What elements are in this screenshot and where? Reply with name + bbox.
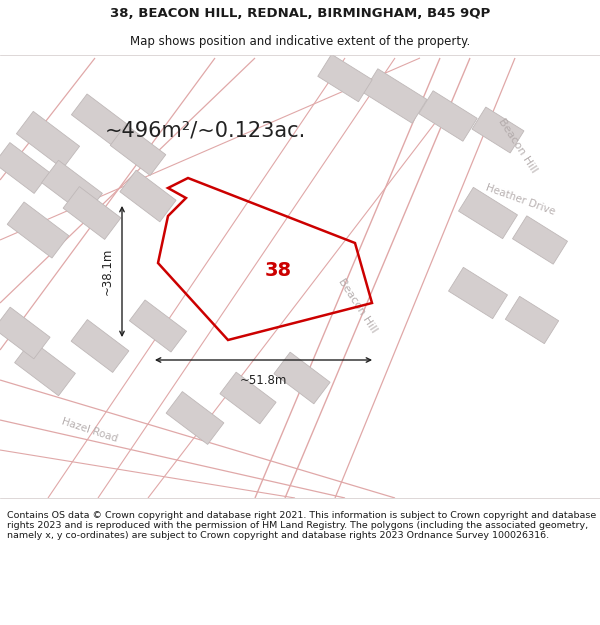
Polygon shape [110,124,166,176]
Polygon shape [472,107,524,153]
Polygon shape [71,319,129,372]
Polygon shape [318,54,372,102]
Polygon shape [16,111,80,169]
Text: Hazel Road: Hazel Road [61,416,119,444]
Polygon shape [512,216,568,264]
Polygon shape [363,69,427,123]
Text: 38, BEACON HILL, REDNAL, BIRMINGHAM, B45 9QP: 38, BEACON HILL, REDNAL, BIRMINGHAM, B45… [110,8,490,20]
Polygon shape [458,188,517,239]
Text: Beacon Hill: Beacon Hill [337,277,379,335]
Text: ~38.1m: ~38.1m [101,248,114,295]
Polygon shape [220,372,276,424]
Text: Contains OS data © Crown copyright and database right 2021. This information is : Contains OS data © Crown copyright and d… [7,511,596,541]
Polygon shape [7,202,69,258]
Polygon shape [166,392,224,444]
Text: Heather Drive: Heather Drive [484,182,556,218]
Text: Map shows position and indicative extent of the property.: Map shows position and indicative extent… [130,35,470,48]
Polygon shape [0,142,50,193]
Polygon shape [274,352,330,404]
Text: ~51.8m: ~51.8m [240,374,287,387]
Polygon shape [71,94,128,146]
Polygon shape [63,187,121,239]
Polygon shape [0,307,50,359]
Polygon shape [14,340,76,396]
Polygon shape [41,160,103,216]
Polygon shape [120,170,176,222]
Text: ~496m²/~0.123ac.: ~496m²/~0.123ac. [104,120,305,140]
Polygon shape [505,296,559,344]
Polygon shape [419,91,477,141]
Text: 38: 38 [265,261,292,279]
Polygon shape [449,268,508,319]
Polygon shape [130,300,187,352]
Text: Beacon Hill: Beacon Hill [497,117,539,175]
